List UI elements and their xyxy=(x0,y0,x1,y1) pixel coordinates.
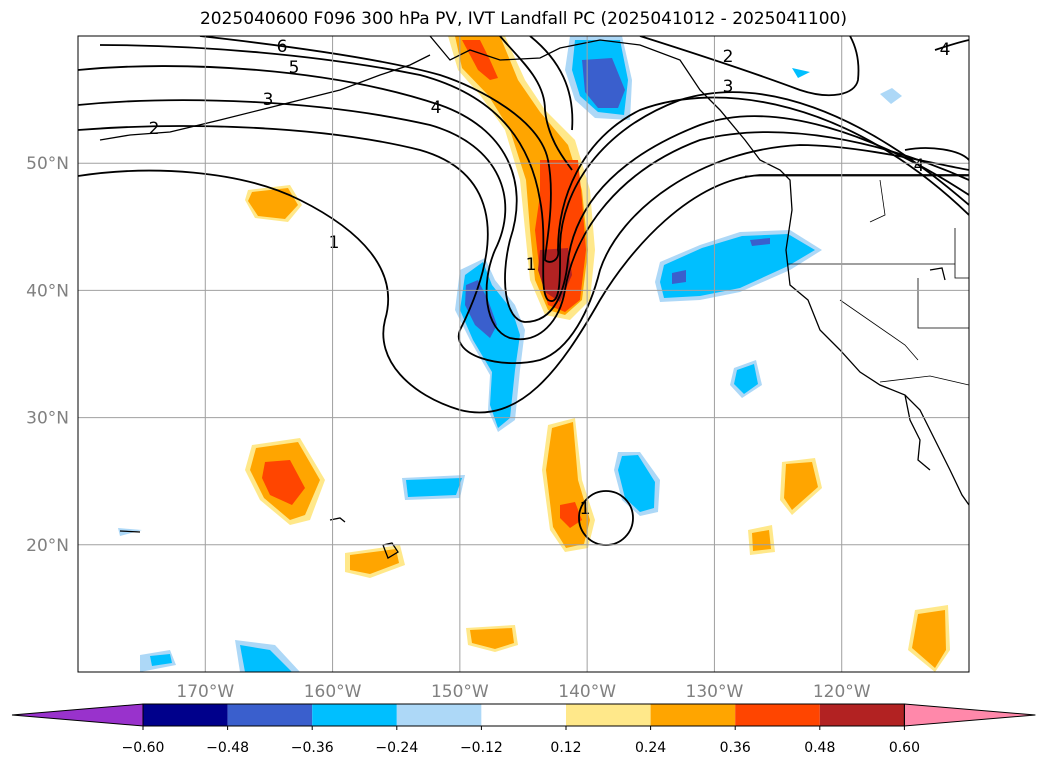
colorbar-tick-label: 0.12 xyxy=(550,740,581,756)
colorbar-tick-label: 0.24 xyxy=(635,740,666,756)
pv-label: 1 xyxy=(329,233,340,253)
lat-tick-label: 30°N xyxy=(26,409,69,429)
pv-label: 4 xyxy=(914,156,925,176)
lat-tick-label: 20°N xyxy=(26,536,69,556)
colorbar-tick-label: −0.12 xyxy=(460,740,503,756)
pv-contour-7 xyxy=(499,36,573,171)
lat-tick-label: 50°N xyxy=(26,154,69,174)
colorbar-tick-label: −0.48 xyxy=(206,740,249,756)
pv-label: 1 xyxy=(580,499,591,519)
pv-label: 1 xyxy=(526,255,537,275)
colorbar-tick-label: 0.36 xyxy=(720,740,751,756)
lon-tick-label: 160°W xyxy=(304,682,362,702)
colorbar-tick-label: −0.24 xyxy=(375,740,418,756)
colorbar-bin xyxy=(396,704,482,726)
colorbar-tick-label: −0.60 xyxy=(122,740,165,756)
lat-tick-label: 40°N xyxy=(26,281,69,301)
pv-contour-labels: 6 5 4 3 2 2 3 4 4 1 1 1 xyxy=(149,37,951,519)
colorbar-bin xyxy=(143,704,228,726)
pv-label: 6 xyxy=(277,37,288,57)
lon-tick-label: 120°W xyxy=(813,682,871,702)
longitude-labels: 170°W 160°W 150°W 140°W 130°W 120°W xyxy=(176,682,870,702)
colorbar-bin xyxy=(735,704,820,726)
pv-contour-8 xyxy=(529,36,574,131)
map-content: 6 5 4 3 2 2 3 4 4 1 1 1 xyxy=(78,36,969,672)
colorbar-bin xyxy=(227,704,313,726)
lon-tick-label: 140°W xyxy=(558,682,616,702)
colorbar-tick-label: 0.48 xyxy=(804,740,835,756)
pv-contour-1 xyxy=(78,169,969,414)
pv-contour-10 xyxy=(904,147,969,161)
pv-contour-11 xyxy=(934,39,969,51)
pv-contour-3 xyxy=(78,99,969,341)
colorbar-bin xyxy=(819,704,905,726)
pv-contour-5 xyxy=(99,44,969,302)
pv-label: 5 xyxy=(289,58,300,78)
gridlines xyxy=(78,36,969,672)
lon-tick-label: 150°W xyxy=(431,682,489,702)
pv-label: 3 xyxy=(263,90,274,110)
colorbar-bin xyxy=(566,704,651,726)
pv-label: 4 xyxy=(431,98,442,118)
lon-tick-label: 130°W xyxy=(686,682,744,702)
pv-contours xyxy=(78,36,969,546)
pv-label: 2 xyxy=(149,119,160,139)
colorbar-tick-label: 0.60 xyxy=(889,740,920,756)
colorbar-bin xyxy=(481,704,566,726)
colorbar: −0.60 −0.48 −0.36 −0.24 −0.12 0.12 0.24 0.36 0.4… xyxy=(11,703,1036,756)
colorbar-extend-max xyxy=(903,703,1036,727)
colorbar-extend-min xyxy=(11,703,144,727)
lon-tick-label: 170°W xyxy=(176,682,234,702)
pv-contour-6 xyxy=(199,36,969,263)
pv-contour-4 xyxy=(78,65,969,323)
colorbar-bin xyxy=(312,704,397,726)
pv-label: 4 xyxy=(940,40,951,60)
map-frame xyxy=(77,35,970,673)
colorbar-frame xyxy=(142,703,905,727)
pv-contour-2 xyxy=(78,125,969,364)
colorbar-tick-label: −0.36 xyxy=(291,740,334,756)
colorbar-bin xyxy=(650,704,736,726)
chart-title: 2025040600 F096 300 hPa PV, IVT Landfall… xyxy=(199,9,847,29)
borders xyxy=(745,175,969,386)
pv-label: 2 xyxy=(723,47,734,67)
pv-contour-9 xyxy=(639,36,860,97)
pv-label: 3 xyxy=(723,77,734,97)
latitude-labels: 50°N 40°N 30°N 20°N xyxy=(26,154,69,556)
